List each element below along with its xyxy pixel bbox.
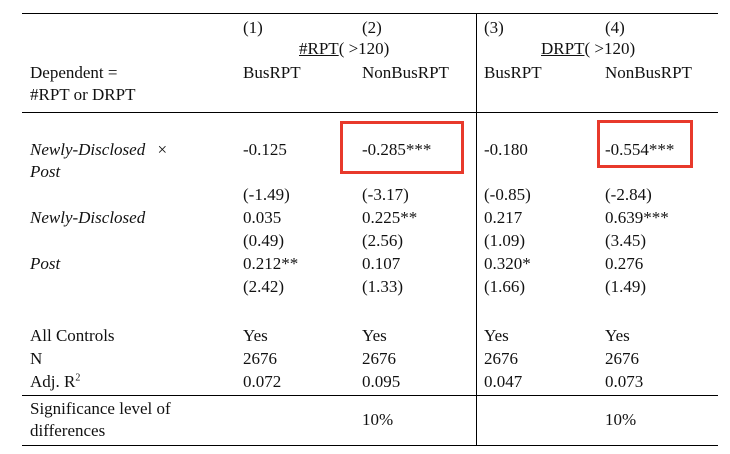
dependent-label-line1: Dependent = — [30, 63, 118, 82]
row3-coef-1: 0.212** — [243, 254, 299, 273]
stat-adjr2-4: 0.073 — [605, 372, 644, 391]
highlight-box-col2 — [340, 121, 464, 174]
significance-value-4: 10% — [605, 410, 637, 429]
significance-value-2: 10% — [362, 410, 394, 429]
stat-controls-1: Yes — [243, 326, 268, 345]
group-header-rpt-rest: ( >120) — [338, 39, 390, 58]
row1-coef-2: -0.285*** — [362, 140, 432, 159]
row1-tstat-2: (-3.17) — [362, 185, 409, 204]
row2-tstat-1: (0.49) — [243, 231, 285, 250]
row1-coef-1: -0.125 — [243, 140, 287, 159]
highlight-box-col4 — [597, 120, 693, 168]
row1-tstat-1: (-1.49) — [243, 185, 290, 204]
row2-tstat-4: (3.45) — [605, 231, 647, 250]
row3-tstat-3: (1.66) — [484, 277, 526, 296]
row3-tstat-4: (1.49) — [605, 277, 647, 296]
stat-n-4: 2676 — [605, 349, 639, 368]
group-header-drpt: DRPT( >120) — [541, 39, 635, 59]
col-label-1: BusRPT — [243, 63, 301, 82]
group-header-rpt-underlined: #RPT — [299, 39, 339, 58]
group-header-drpt-rest: ( >120) — [584, 39, 636, 58]
row1-label-line2: Post — [30, 162, 61, 181]
row2-label: Newly-Disclosed — [30, 208, 146, 227]
row2-coef-4: 0.639*** — [605, 208, 669, 227]
row2-tstat-2: (2.56) — [362, 231, 404, 250]
col-number-3: (3) — [484, 18, 504, 37]
row1-label-name: Newly-Disclosed — [30, 140, 146, 159]
row3-coef-2: 0.107 — [362, 254, 401, 273]
col-label-3: BusRPT — [484, 63, 542, 82]
stat-adjr2-2: 0.095 — [362, 372, 401, 391]
row1-tstat-4: (-2.84) — [605, 185, 652, 204]
row1-coef-3: -0.180 — [484, 140, 528, 159]
row3-tstat-2: (1.33) — [362, 277, 404, 296]
significance-label-line1: Significance level of — [30, 399, 171, 418]
stat-n-label: N — [30, 349, 43, 368]
bottom-rule — [22, 445, 718, 446]
row3-coef-3: 0.320* — [484, 254, 531, 273]
header-rule — [22, 112, 718, 113]
stat-n-1: 2676 — [243, 349, 277, 368]
dependent-label-line2: #RPT or DRPT — [30, 85, 136, 104]
stat-controls-3: Yes — [484, 326, 509, 345]
stat-controls-label: All Controls — [30, 326, 115, 345]
stat-n-3: 2676 — [484, 349, 518, 368]
row2-coef-2: 0.225** — [362, 208, 418, 227]
row1-label-line1: Newly-Disclosed × — [30, 140, 167, 160]
col-number-1: (1) — [243, 18, 263, 37]
group-header-drpt-underlined: DRPT — [541, 39, 585, 58]
stat-n-2: 2676 — [362, 349, 396, 368]
stat-adjr2-3: 0.047 — [484, 372, 523, 391]
row1-coef-4: -0.554*** — [605, 140, 675, 159]
group-header-rpt: #RPT( >120) — [299, 39, 389, 59]
stat-adjr2-label-sup: 2 — [75, 372, 81, 384]
stat-adjr2-label: Adj. R2 — [30, 372, 80, 392]
stat-controls-2: Yes — [362, 326, 387, 345]
row3-label: Post — [30, 254, 61, 273]
row2-tstat-3: (1.09) — [484, 231, 526, 250]
row2-coef-1: 0.035 — [243, 208, 282, 227]
stat-adjr2-1: 0.072 — [243, 372, 282, 391]
top-rule — [22, 13, 718, 14]
group-divider — [476, 13, 477, 446]
row3-tstat-1: (2.42) — [243, 277, 285, 296]
stat-adjr2-label-base: Adj. R — [30, 372, 76, 391]
stat-controls-4: Yes — [605, 326, 630, 345]
col-number-4: (4) — [605, 18, 625, 37]
stats-rule — [22, 395, 718, 396]
row1-label-times: × — [157, 140, 168, 159]
significance-label-line2: differences — [30, 421, 106, 440]
row2-coef-3: 0.217 — [484, 208, 523, 227]
col-label-2: NonBusRPT — [362, 63, 449, 82]
col-number-2: (2) — [362, 18, 382, 37]
col-label-4: NonBusRPT — [605, 63, 692, 82]
row3-coef-4: 0.276 — [605, 254, 644, 273]
row1-tstat-3: (-0.85) — [484, 185, 531, 204]
